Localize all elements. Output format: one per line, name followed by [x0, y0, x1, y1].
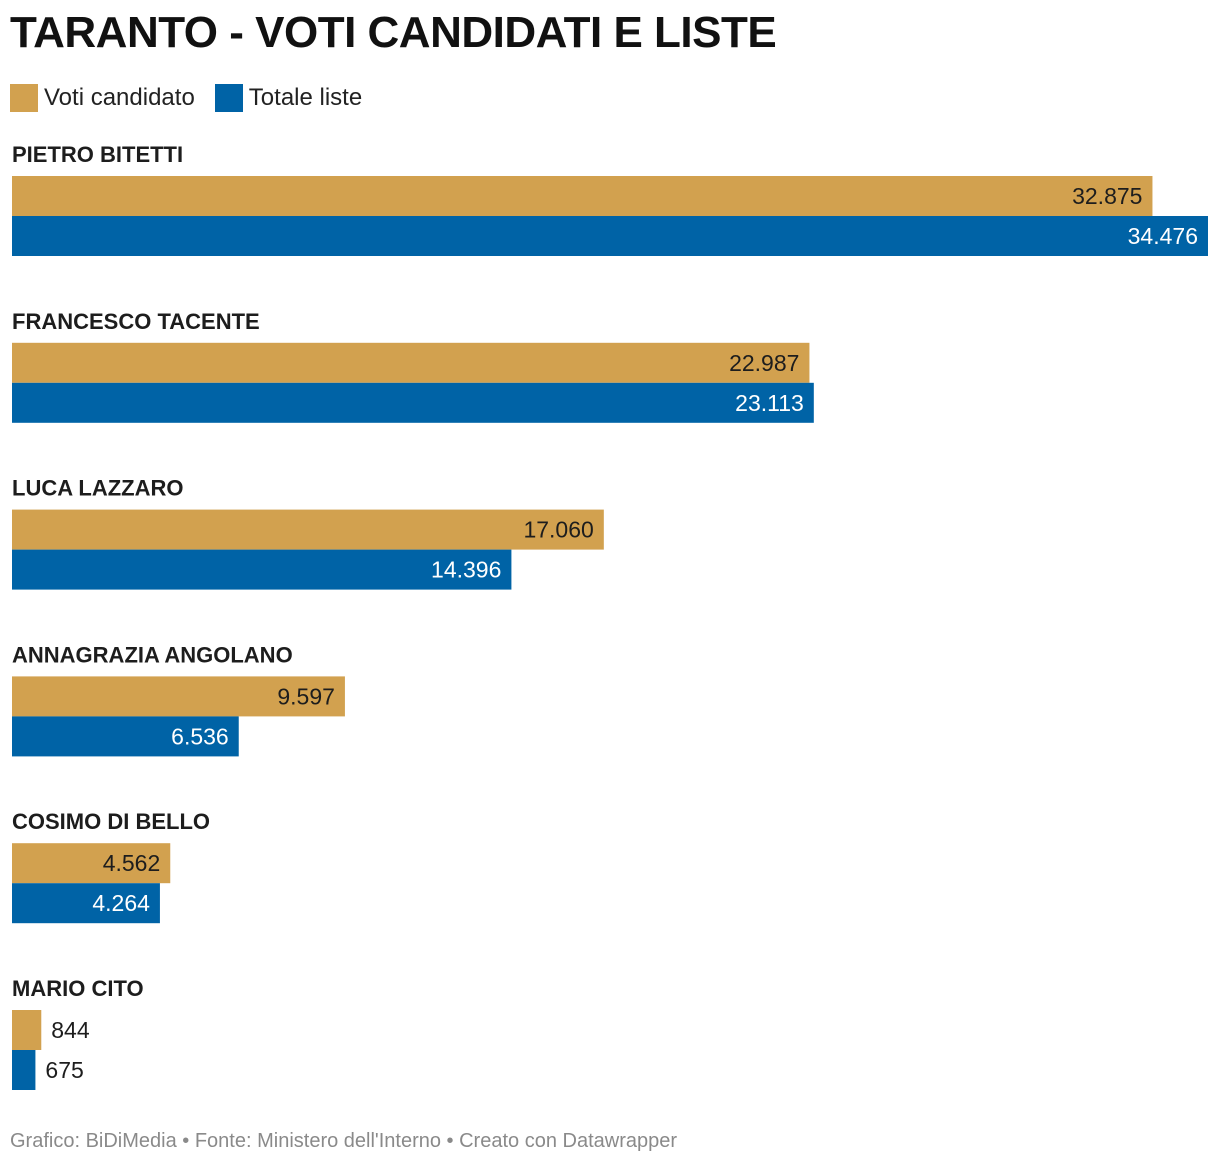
value-label-totale-liste-cosimo-di-bello: 4.264 [92, 890, 150, 916]
bar-totale-liste-cosimo-di-bello [12, 883, 160, 924]
value-label-voti-candidato-francesco-tacente: 22.987 [729, 350, 799, 376]
category-label-pietro-bitetti: PIETRO BITETTI [12, 142, 183, 167]
value-label-voti-candidato-pietro-bitetti: 32.875 [1072, 183, 1142, 209]
bar-voti-candidato-annagrazia-angolano [12, 676, 345, 717]
value-label-totale-liste-luca-lazzaro: 14.396 [431, 557, 501, 583]
chart-title: TARANTO - VOTI CANDIDATI E LISTE [10, 8, 777, 57]
bar-totale-liste-mario-cito [12, 1050, 36, 1090]
bar-voti-candidato-francesco-tacente [12, 342, 810, 383]
legend-label-totale-liste: Totale liste [248, 84, 363, 111]
value-label-voti-candidato-cosimo-di-bello: 4.562 [103, 850, 161, 876]
category-label-luca-lazzaro: LUCA LAZZARO [12, 476, 184, 501]
legend-item-voti-candidato: Voti candidato [10, 84, 195, 112]
legend: Voti candidato Totale liste [10, 84, 382, 112]
category-label-annagrazia-angolano: ANNAGRAZIA ANGOLANO [12, 642, 293, 667]
bar-voti-candidato-mario-cito [12, 1010, 42, 1050]
category-label-francesco-tacente: FRANCESCO TACENTE [12, 309, 260, 334]
bar-totale-liste-francesco-tacente [12, 382, 814, 423]
bar-voti-candidato-luca-lazzaro [12, 509, 604, 550]
value-label-totale-liste-annagrazia-angolano: 6.536 [171, 723, 229, 749]
legend-item-totale-liste: Totale liste [214, 84, 363, 112]
value-label-totale-liste-francesco-tacente: 23.113 [735, 390, 804, 416]
bar-voti-candidato-pietro-bitetti [12, 176, 1153, 216]
legend-label-voti-candidato: Voti candidato [44, 84, 195, 111]
bar-totale-liste-pietro-bitetti [12, 216, 1208, 256]
legend-swatch-totale-liste [214, 84, 243, 112]
value-label-totale-liste-pietro-bitetti: 34.476 [1128, 223, 1198, 249]
chart-footer: Grafico: BiDiMedia • Fonte: Ministero de… [10, 1130, 678, 1152]
legend-swatch-voti-candidato [10, 84, 38, 112]
value-label-totale-liste-mario-cito: 675 [45, 1057, 83, 1083]
category-label-cosimo-di-bello: COSIMO DI BELLO [12, 809, 210, 834]
category-label-mario-cito: MARIO CITO [12, 976, 144, 1001]
bar-voti-candidato-cosimo-di-bello [12, 843, 171, 884]
value-label-voti-candidato-luca-lazzaro: 17.060 [523, 517, 593, 543]
value-label-voti-candidato-mario-cito: 844 [51, 1017, 90, 1043]
bar-totale-liste-luca-lazzaro [12, 549, 512, 590]
bar-totale-liste-annagrazia-angolano [12, 716, 239, 757]
value-label-voti-candidato-annagrazia-angolano: 9.597 [277, 683, 335, 709]
